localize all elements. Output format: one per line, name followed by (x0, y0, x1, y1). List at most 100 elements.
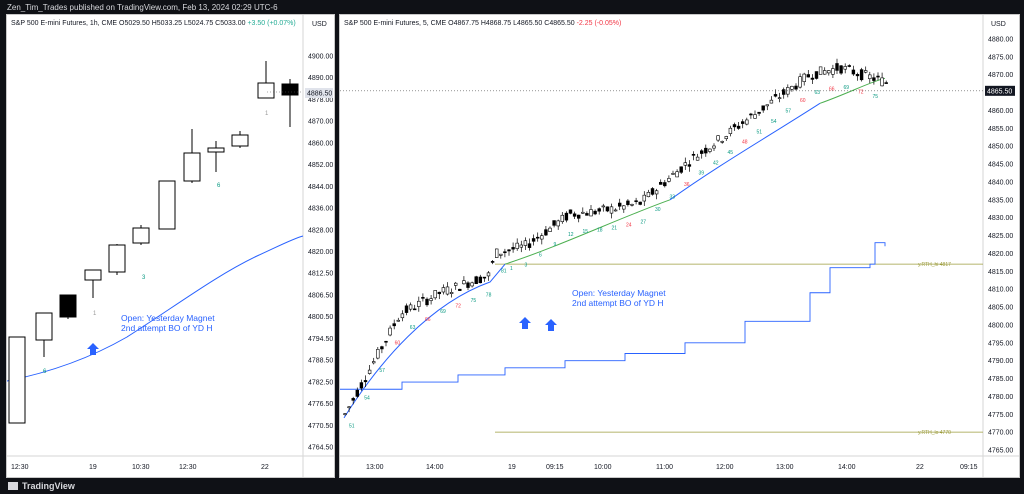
candle-body (429, 298, 433, 301)
candle-body (540, 235, 544, 240)
candle-body (392, 323, 396, 327)
candle-body (859, 69, 864, 81)
y-tick-label: 4785.00 (988, 376, 1013, 383)
x-tick-label: 22 (916, 464, 924, 471)
publish-text: Zen_Tim_Trades published on TradingView.… (7, 3, 278, 12)
candle-body (544, 229, 548, 236)
candle-body (798, 76, 802, 88)
y-tick-label: 4764.50 (308, 445, 333, 452)
candle-body (847, 65, 851, 67)
candle-body (884, 82, 888, 84)
chart-1h-canvas[interactable]: 4900.00 4890.00 4878.00 4870.00 4860.00 4852.… (7, 15, 334, 477)
candle-body (671, 173, 675, 175)
chart-1h-currency[interactable]: USD (312, 21, 327, 28)
bar-count-label: 15 (583, 229, 589, 235)
bar-count-label: 36 (684, 182, 690, 188)
candle-body (527, 243, 532, 248)
candle-body (458, 288, 462, 291)
price-tag-label: 4865.50 (987, 88, 1012, 95)
candle-body (495, 248, 499, 258)
y-tick-label: 4875.00 (988, 54, 1013, 61)
y-tick-label: 4782.50 (308, 379, 333, 386)
candle-body (581, 211, 585, 214)
x-tick-label: 09:15 (546, 464, 564, 471)
chart-panel-5m[interactable]: 4880.004875.004870.004865.004860.004855.… (339, 14, 1020, 478)
candle-body (818, 66, 823, 75)
candle-body (560, 214, 564, 223)
candle-body (536, 236, 540, 239)
candle-body (425, 298, 429, 306)
publish-header: Zen_Tim_Trades published on TradingView.… (0, 0, 1024, 14)
y-tick-label: 4765.00 (988, 448, 1013, 455)
candle-body (736, 125, 741, 129)
candle-body (749, 113, 753, 116)
bar-count-label: 69 (440, 309, 446, 315)
level-label-rth-high: y.RTH_hi 4817 (918, 262, 951, 268)
bar-count-label: 57 (786, 109, 792, 115)
chart-5m-legend: S&P 500 E-mini Futures, 5, CME O4867.75 … (344, 20, 621, 27)
candle-body (84, 269, 102, 281)
candle-body (794, 85, 798, 90)
chart-panel-1h[interactable]: 4900.00 4890.00 4878.00 4870.00 4860.00 4852.… (6, 14, 335, 478)
candle-body (630, 204, 634, 206)
level-label-rth-low: y.RTH_lo 4770 (918, 430, 951, 436)
candle-body (605, 206, 610, 212)
blue-up-arrow-icon (87, 343, 99, 355)
candle-body (132, 227, 150, 244)
candle-body (634, 200, 638, 203)
x-tick-label: 13:00 (776, 464, 794, 471)
y-tick-label: 4800.00 (988, 322, 1013, 329)
candle-body (408, 304, 413, 310)
candle-body (183, 152, 201, 182)
bar-count-label: 12 (568, 232, 574, 238)
chart-5m-canvas[interactable]: 4880.004875.004870.004865.004860.004855.… (340, 15, 1019, 477)
chart-5m-currency[interactable]: USD (991, 21, 1006, 28)
bar-count-label: 6 (217, 183, 221, 189)
candle-body (880, 77, 884, 87)
y-tick-label: 4775.00 (988, 412, 1013, 419)
candle-body (658, 181, 663, 185)
candle-body (523, 240, 528, 246)
bar-count-label: 21 (612, 226, 618, 232)
annotation-line-1: Open: Yesterday Magnet (121, 313, 215, 323)
y-tick-label: 4820.00 (988, 251, 1013, 258)
y-tick-label: 4900.00 (308, 54, 333, 61)
bar-count-label: 60 (800, 98, 806, 104)
candle-body (351, 398, 355, 401)
candle-body (687, 164, 692, 167)
annotation-line-2: 2nd attempt BO of YD H (121, 323, 213, 333)
bar-count-label: 54 (364, 396, 370, 402)
y-tick-label: 4810.00 (988, 287, 1013, 294)
candle-body (617, 202, 622, 207)
candle-body (474, 276, 478, 285)
candle-body (839, 65, 843, 74)
chart-1h-legend: S&P 500 E-mini Futures, 1h, CME O5029.50… (11, 20, 296, 27)
bar-count-label: 6 (43, 369, 47, 375)
bar-count-label: 18 (597, 228, 603, 234)
x-tick-label: 12:00 (716, 464, 734, 471)
chart-1h-change: +3.50 (+0.07%) (247, 20, 296, 27)
price-tag-bg (985, 85, 1015, 96)
candle-body (691, 153, 696, 156)
candle-body (478, 276, 482, 284)
candle-body (814, 71, 819, 79)
bar-count-label: 63 (410, 325, 416, 331)
x-tick-label: 12:30 (11, 464, 29, 471)
candle-body (695, 156, 700, 161)
y-tick-label: 4850.00 (988, 144, 1013, 151)
candle-body (371, 361, 376, 364)
tradingview-logo[interactable]: TradingView (8, 480, 75, 492)
blue-up-arrow-icon (519, 317, 531, 329)
y-tick-label: 4870.00 (308, 119, 333, 126)
candle-body (359, 382, 364, 389)
candle-body (564, 212, 569, 221)
y-tick-label: 4776.50 (308, 401, 333, 408)
candle-body (59, 294, 77, 318)
candle-body (650, 188, 655, 195)
candle-body (740, 121, 745, 124)
candle-body (626, 200, 630, 206)
bar-count-label: 81 (501, 268, 507, 274)
y-tick-label: 4860.00 (308, 140, 333, 147)
candle-body (470, 282, 474, 287)
candle-body (822, 70, 827, 75)
